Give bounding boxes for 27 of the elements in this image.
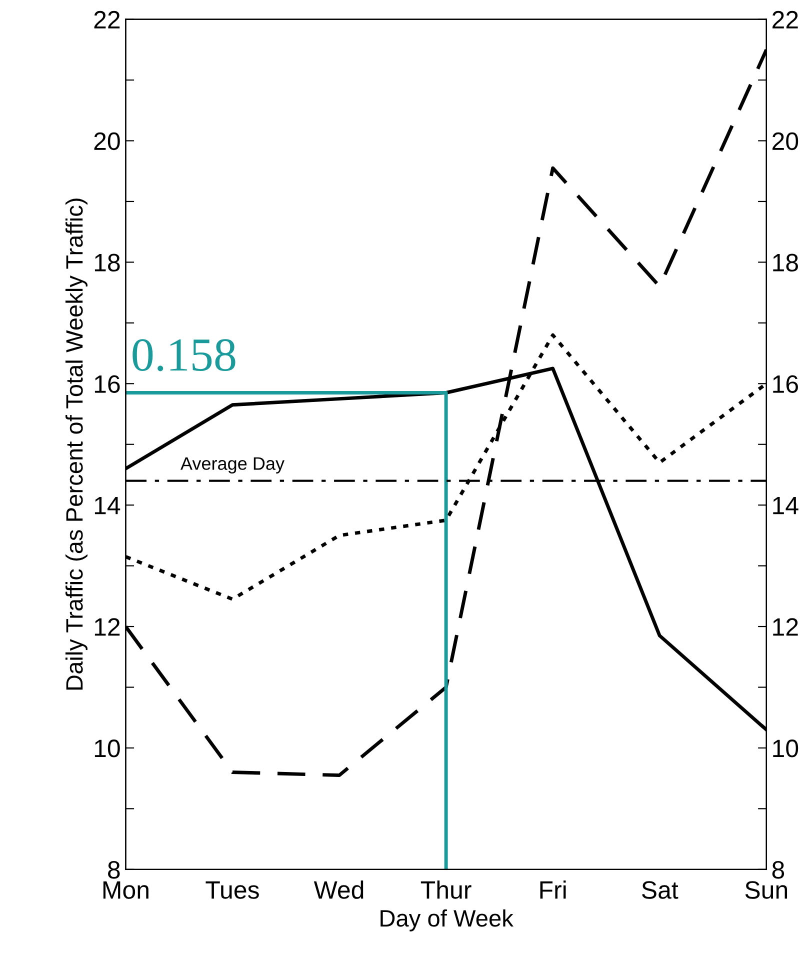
ref-line-label: Average Day bbox=[180, 457, 284, 474]
y2-tick-label: 22 bbox=[772, 10, 798, 28]
y-tick-label: 8 bbox=[108, 861, 120, 879]
x-tick-label: Thur bbox=[420, 880, 472, 899]
y-tick-label: 16 bbox=[94, 375, 120, 393]
x-tick-label: Sun bbox=[745, 881, 788, 899]
y2-tick-label: 18 bbox=[773, 254, 798, 272]
annotation: 0.158 bbox=[132, 339, 236, 372]
x-axis-title: Day of Week bbox=[380, 909, 514, 932]
y-tick-label: 18 bbox=[94, 254, 120, 272]
y-axis-title: Daily Traffic (as Percent of Total Weekly Traffic) bbox=[65, 198, 88, 690]
x-tick-label: Sat bbox=[642, 881, 678, 899]
y-tick-label: 12 bbox=[94, 618, 120, 636]
x-tick-label: Fri bbox=[540, 880, 566, 899]
y-tick-label: 22 bbox=[94, 10, 120, 28]
y2-tick-label: 20 bbox=[772, 132, 798, 150]
x-tick-label: Wed bbox=[314, 880, 364, 899]
y2-tick-label: 10 bbox=[773, 740, 798, 758]
y-tick-label: 14 bbox=[94, 496, 120, 514]
y-tick-label: 20 bbox=[94, 132, 120, 150]
x-tick-label: Tues bbox=[206, 881, 259, 899]
y2-tick-label: 8 bbox=[772, 861, 784, 879]
y2-tick-label: 12 bbox=[773, 618, 798, 636]
y-tick-label: 10 bbox=[94, 740, 120, 758]
x-tick-label: Mon bbox=[103, 881, 148, 899]
y2-tick-label: 14 bbox=[773, 496, 798, 514]
y2-tick-label: 16 bbox=[773, 375, 798, 393]
